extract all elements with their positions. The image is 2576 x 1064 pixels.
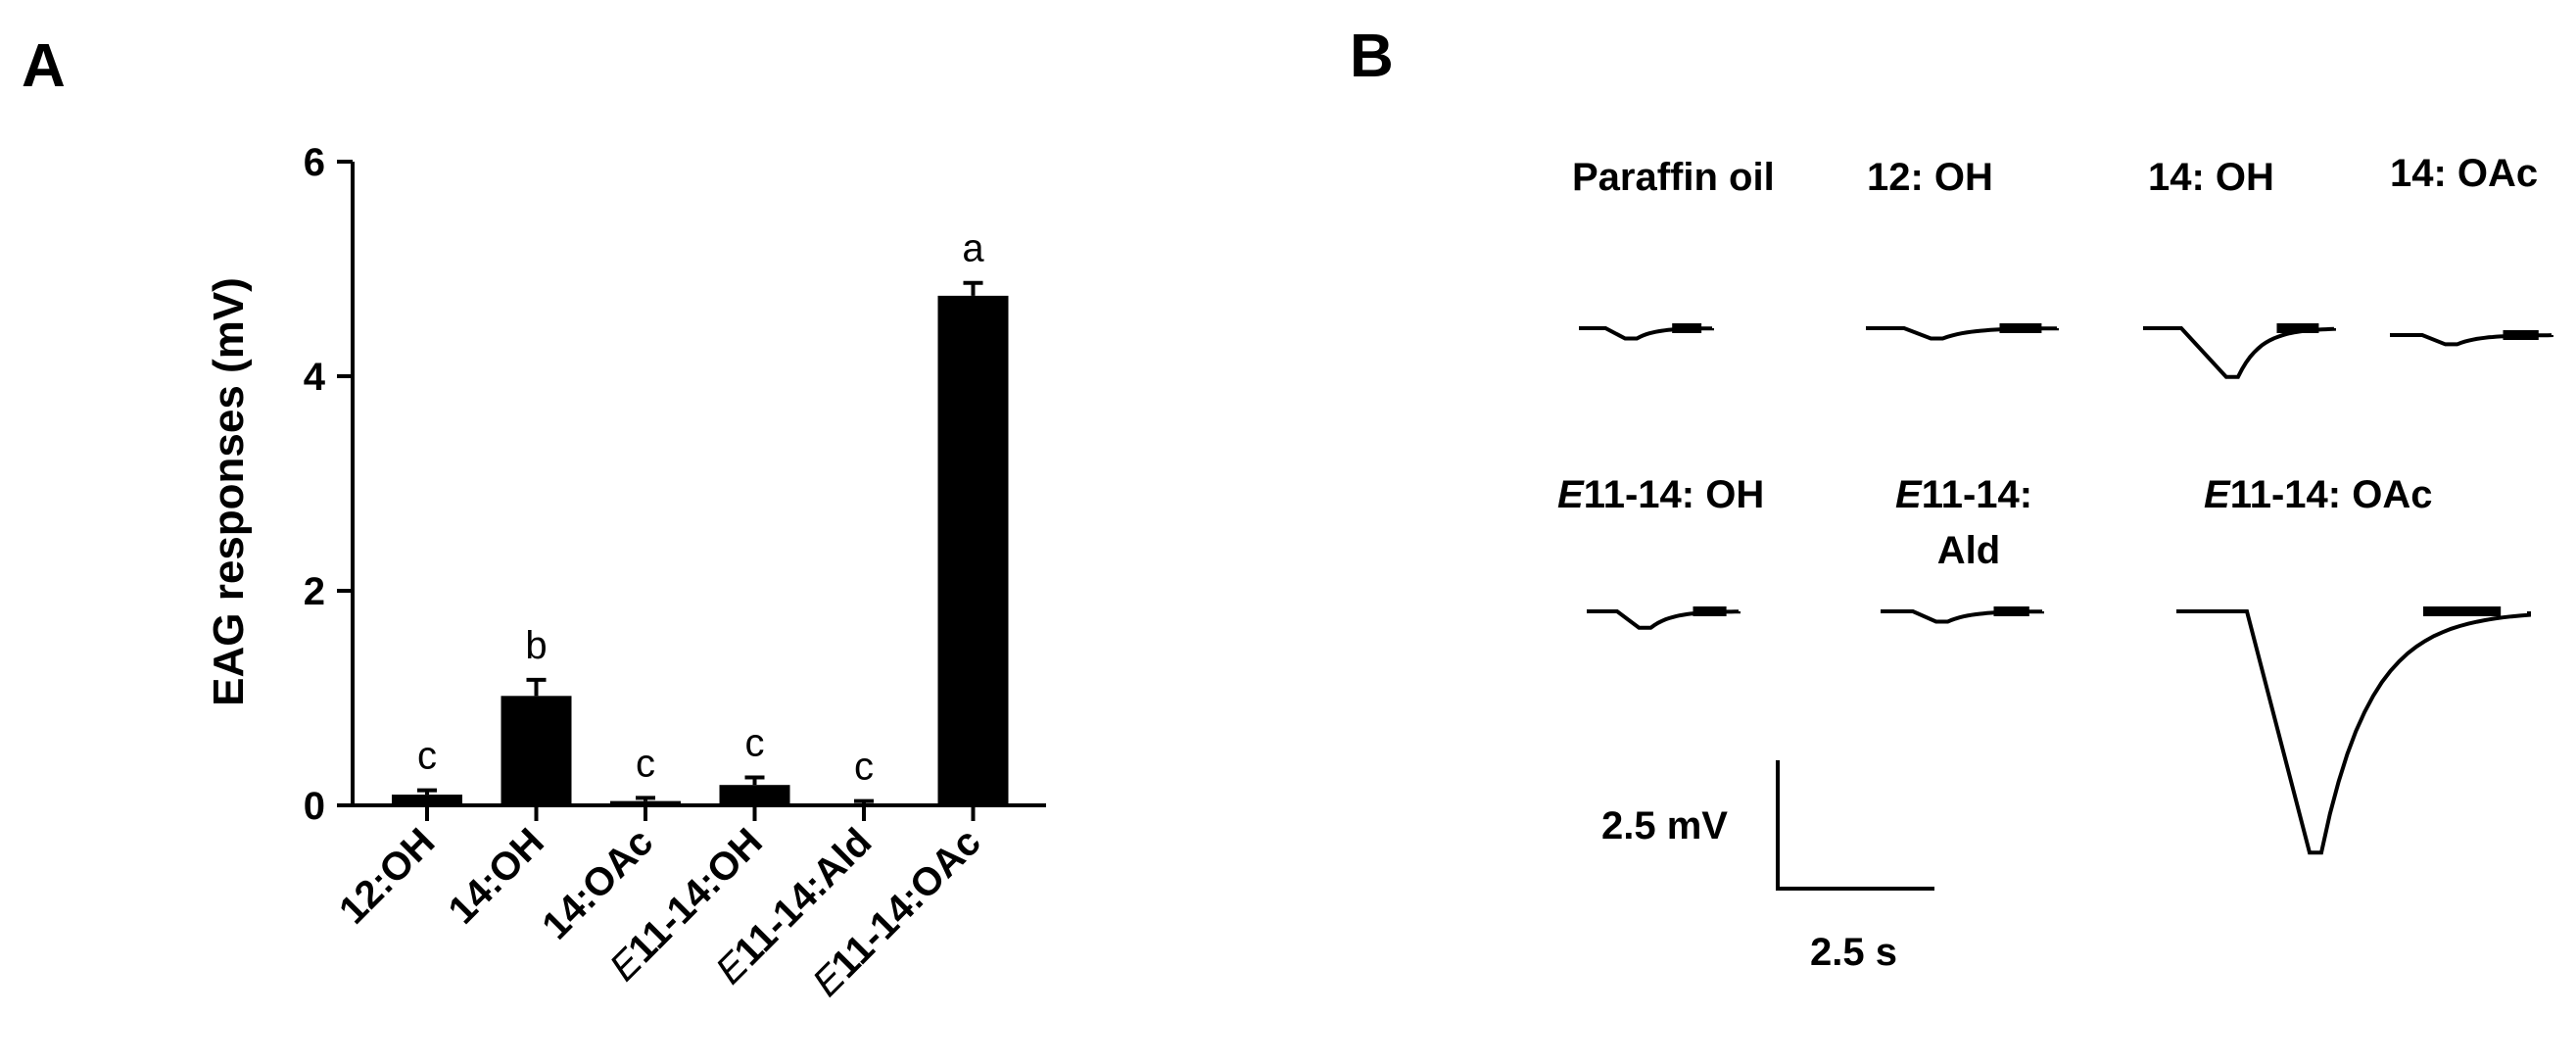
trace-baseline-segment xyxy=(1672,323,1702,333)
scale-voltage-label: 2.5 mV xyxy=(1601,804,1728,847)
trace-baseline-segment xyxy=(1693,606,1727,616)
y-tick-label: 4 xyxy=(304,356,326,399)
bar xyxy=(392,795,462,805)
y-tick-label: 6 xyxy=(304,141,325,184)
trace-baseline-segment xyxy=(1993,606,2029,616)
significance-label: c xyxy=(417,735,437,778)
bar xyxy=(610,800,681,805)
bar xyxy=(829,803,899,805)
x-category-label: 12:OH xyxy=(331,820,443,932)
y-ticks: 0 2 4 6 xyxy=(304,141,353,828)
scale-bar: 2.5 mV 2.5 s xyxy=(1601,760,1934,974)
eag-trace xyxy=(2143,326,2336,379)
significance-label: a xyxy=(962,227,984,270)
trace-label: 14: OH xyxy=(2148,156,2274,199)
trace-label: E11-14: OAc xyxy=(2204,473,2432,516)
eag-traces: Paraffin oil 12: OH 14: OH 14: OAc E11-14: O… xyxy=(1557,152,2553,855)
eag-bar-chart: EAG responses (mV) 0 2 4 6 c b c c c a 12:OH14:O… xyxy=(205,141,1046,1005)
y-tick-label: 0 xyxy=(304,785,325,828)
significance-label: c xyxy=(854,746,874,789)
eag-trace xyxy=(2176,609,2531,855)
significance-label: c xyxy=(636,742,655,785)
trace-label: 12: OH xyxy=(1867,156,1993,199)
trace-baseline-segment xyxy=(2276,323,2319,333)
trace-label: E11-14: xyxy=(1895,473,2032,516)
trace-label: 14: OAc xyxy=(2390,152,2538,195)
trace-baseline-segment xyxy=(1999,323,2042,333)
panel-a-label: A xyxy=(22,32,66,100)
bar xyxy=(719,785,790,805)
bars: c b c c c a xyxy=(392,227,1009,805)
trace-label-line2: Ald xyxy=(1937,529,2000,572)
trace-label: E11-14: OH xyxy=(1557,473,1764,516)
panel-b-label: B xyxy=(1350,23,1394,90)
bar xyxy=(501,696,572,805)
trace-label: Paraffin oil xyxy=(1572,156,1775,199)
y-tick-label: 2 xyxy=(304,570,325,613)
trace-baseline-segment xyxy=(2423,606,2502,616)
trace-baseline-segment xyxy=(2503,330,2539,340)
x-categories: 12:OH14:OH14:OAcE11-14:OHE11-14:AldE11-1… xyxy=(331,805,989,1005)
significance-label: c xyxy=(745,722,765,765)
bar xyxy=(937,295,1009,805)
scale-time-label: 2.5 s xyxy=(1810,931,1897,974)
significance-label: b xyxy=(525,624,547,667)
y-axis-label: EAG responses (mV) xyxy=(205,277,253,706)
